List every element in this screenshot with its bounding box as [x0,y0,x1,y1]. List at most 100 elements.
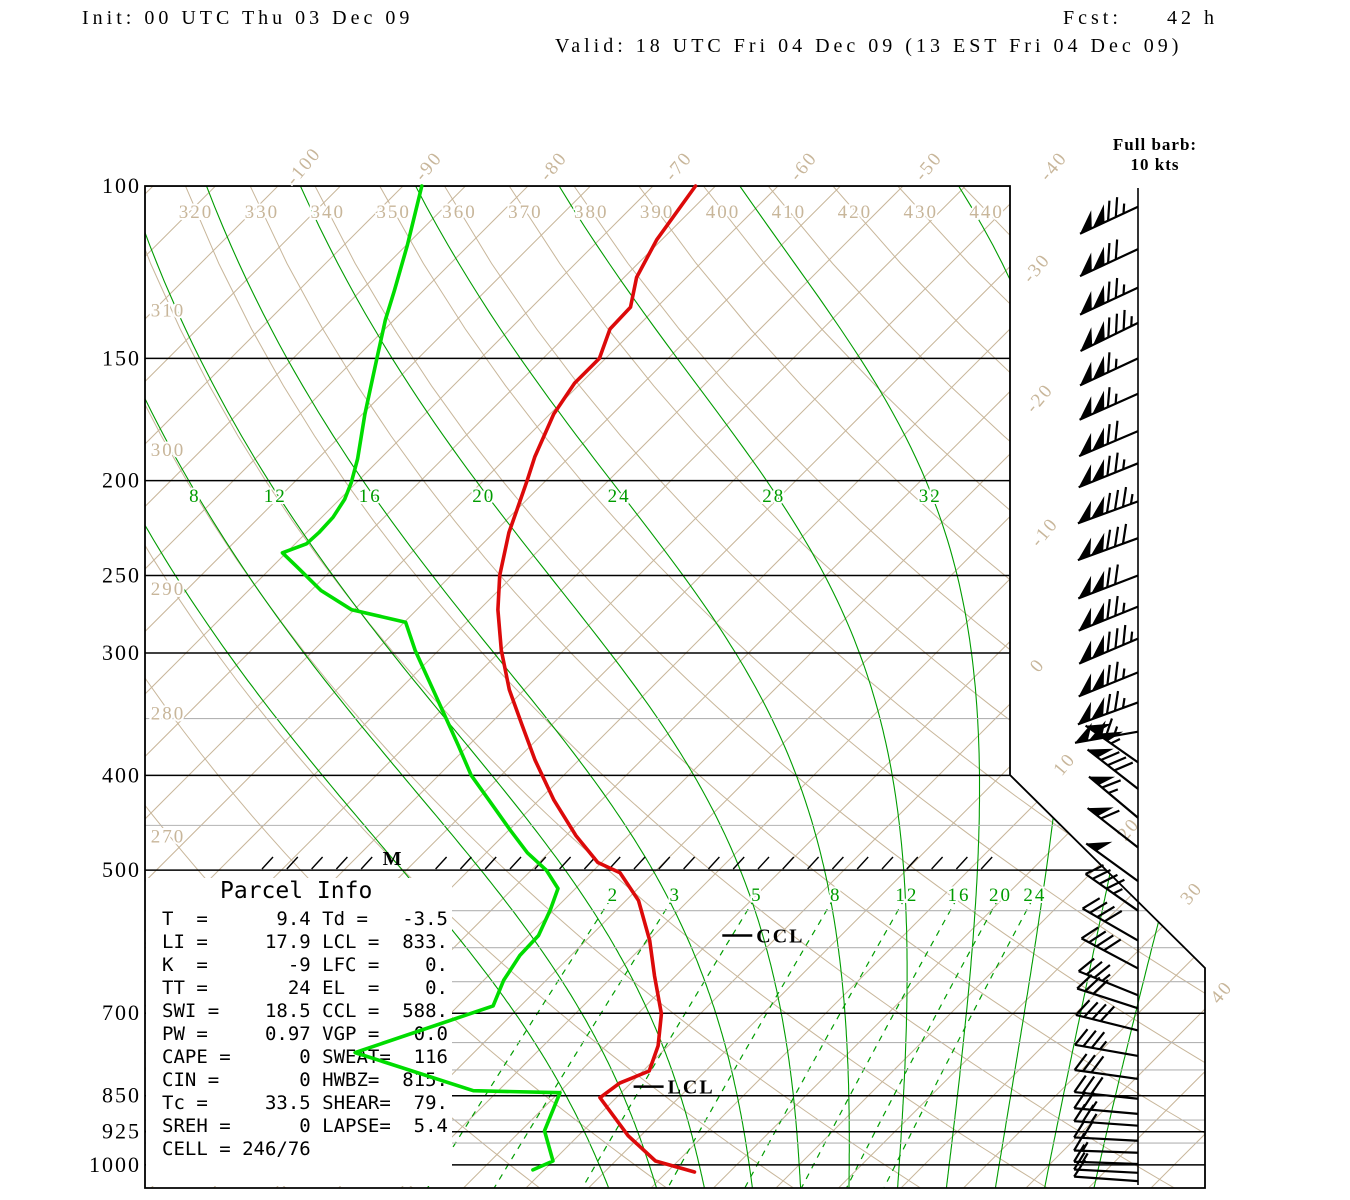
barb-shaft [1086,748,1139,790]
isotherm-line [145,186,341,1188]
isotherm-line [145,186,654,1188]
barb-pennant [1089,776,1116,785]
hatch-mark [955,856,968,870]
barb-shaft [1076,987,1139,1010]
wind-barb [1078,452,1139,489]
barb-pennant [1091,496,1105,519]
hatch-mark [831,856,844,870]
hatch-mark [807,856,820,870]
barb-shaft [1074,1107,1139,1115]
barb-pennant [1087,807,1114,817]
isotherm-line [713,186,1205,1188]
barb-feather-half [1130,631,1134,642]
barb-pennant [1080,252,1092,277]
dry-adiabat-label: 380 [574,202,609,223]
parcel-info-line: SWI = 18.5 CCL = 588. [162,1000,448,1022]
pressure-label: 925 [102,1119,141,1144]
wind-barb [1079,197,1139,235]
barb-feather-full [1113,489,1120,510]
barb-feather-full [1114,197,1119,218]
barb-feather-half [1121,697,1126,709]
barb-shaft [1074,1168,1139,1174]
barb-feather-full [1080,926,1099,940]
pressure-label: 200 [102,468,141,493]
barb-feather-full [1100,751,1120,761]
barb-shaft [1082,907,1139,942]
moist-adiabat-label: 12 [264,486,287,507]
mixing-ratio-label: 2 [608,885,620,906]
init-time-label: Init: 00 UTC Thu 03 Dec 09 [82,7,413,29]
barb-pennant [1077,537,1092,561]
parcel-info-line: LI = 17.9 LCL = 833. [162,931,448,953]
barb-feather-full [1114,420,1119,441]
moist-adiabat-label: 16 [359,486,382,507]
isotherm-line [900,186,1205,1188]
isotherm-right-label: 40 [1206,977,1237,1008]
barb-pennant [1091,532,1105,556]
barb-feather-full [1073,1151,1086,1171]
dry-adiabat-line [767,186,1205,1188]
isotherm-top-label: -100 [282,143,326,189]
chart-border [144,185,1206,1189]
wind-barb [1076,974,1139,1010]
isotherm-right-label: 30 [1176,878,1207,909]
barb-pennant [1092,246,1105,271]
valid-time-label: Valid: 18 UTC Fri 04 Dec 09 (13 EST Fri … [555,35,1182,57]
barb-pennant [1080,291,1092,315]
barb-feather-half [1122,668,1126,679]
wind-barb [1086,807,1139,849]
barb-pennant [1092,390,1105,414]
barb-shaft [1074,1149,1139,1154]
barb-feather-full [1073,1119,1086,1139]
dry-adiabat-line [638,186,1205,1188]
barb-feather-full [1104,909,1123,923]
barb-feather-half [1110,738,1121,745]
barb-feather-full [1121,523,1128,544]
dry-adiabat-line [508,186,1205,1188]
barb-feather-full [1099,1005,1116,1022]
barb-feather-full [1107,317,1111,338]
dry-adiabat-line [379,186,1205,1188]
dry-adiabat-line [897,186,1205,1188]
barb-feather-full [1084,976,1101,992]
dry-adiabat-label: 330 [245,202,280,223]
mixing-ratio-line [493,898,674,1188]
barb-pennant [1077,701,1092,725]
moist-adiabat-label: 28 [762,486,785,507]
dry-adiabat-label: 310 [151,300,186,321]
isotherm-line [838,186,1205,1188]
moist-adiabat-label: 24 [608,486,631,507]
isotherm-top-label: -70 [661,148,697,185]
barb-feather-full [1092,979,1109,995]
mixing-ratio-line [846,898,999,1188]
isotherm-line [145,186,779,1188]
barb-feather-full [1073,1103,1086,1122]
barb-feather-full [1106,567,1111,588]
barb-pennant [1091,668,1105,692]
hatch-mark [707,856,720,870]
isotherm-top-label: -60 [786,148,822,185]
isotherm-line [145,186,404,1188]
dry-adiabat-label: 400 [706,202,741,223]
barb-feather-full [1105,529,1112,550]
barb-pennant [1086,841,1113,852]
barb-feather-full [1121,486,1128,508]
isotherm-right-label: -20 [1022,380,1058,417]
wind-barb [1086,748,1139,790]
parcel-info-line: SREH = 0 LAPSE= 5.4 [162,1115,448,1137]
mixing-ratio-line [883,898,1034,1188]
barb-feather-full [1122,309,1126,330]
barb-shaft [1074,1175,1139,1183]
dry-adiabat-label: 350 [376,202,411,223]
barb-feather-full [1091,1003,1107,1020]
wind-barb [1073,1132,1139,1154]
hatch-mark [360,856,373,870]
mixing-ratio-label: 24 [1023,885,1046,906]
isotherm-right-label: -30 [1019,250,1055,287]
hatch-mark [980,856,993,870]
barb-feather-full [1114,277,1119,299]
barb-feather-full [1085,960,1103,976]
dry-adiabat-label: 300 [151,440,186,461]
isotherm-top-label: -90 [411,148,447,185]
temperature-curve [496,184,698,1174]
